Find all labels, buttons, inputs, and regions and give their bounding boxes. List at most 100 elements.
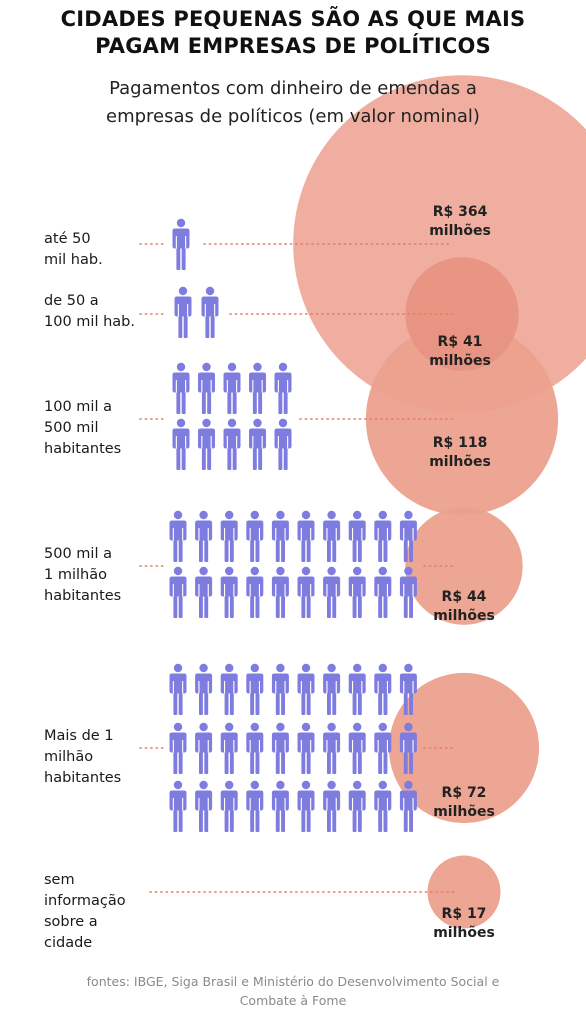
person-icon [220, 780, 238, 832]
person-icon [323, 510, 341, 562]
value-amount: R$ 364 [432, 204, 488, 220]
category-label-line: sem [44, 872, 75, 888]
person-icon [348, 780, 366, 832]
value-unit: milhões [433, 608, 495, 624]
value-amount: R$ 72 [441, 785, 487, 801]
person-icon [198, 418, 215, 470]
category-label-line: informação [44, 893, 126, 909]
category-label-6: sem informação sobre a cidade [44, 870, 154, 954]
person-icon [374, 722, 392, 774]
person-icon [399, 566, 417, 618]
category-label-line: 500 mil [44, 420, 99, 436]
person-icon [374, 510, 392, 562]
person-icon [172, 218, 190, 270]
bubble-6 [427, 855, 501, 929]
category-label-1: até 50 mil hab. [44, 229, 154, 271]
value-label-1: R$ 364 milhões [405, 203, 515, 241]
person-icon [195, 566, 213, 618]
value-label-4: R$ 44 milhões [409, 588, 519, 626]
value-unit: milhões [429, 454, 491, 470]
person-icon [172, 362, 190, 414]
person-icon [249, 418, 266, 470]
category-label-line: habitantes [44, 441, 122, 457]
person-icon [399, 663, 417, 715]
category-label-line: cidade [44, 935, 93, 951]
bubble-5 [388, 672, 540, 824]
value-unit: milhões [429, 223, 491, 239]
person-icon [399, 510, 417, 562]
category-label-line: de 50 a [44, 293, 99, 309]
chart-title-line-1: CIDADES PEQUENAS SÃO AS QUE MAIS [60, 7, 526, 31]
category-label-2: de 50 a 100 mil hab. [44, 291, 154, 333]
person-icon [169, 722, 187, 774]
category-label-5: Mais de 1 milhão habitantes [44, 726, 154, 789]
category-label-line: Mais de 1 [44, 728, 114, 744]
person-icon [374, 566, 392, 618]
person-icon [297, 566, 315, 618]
person-icon [274, 418, 292, 470]
person-icon [223, 418, 241, 470]
value-label-6: R$ 17 milhões [409, 905, 519, 943]
person-icon [271, 780, 289, 832]
person-icon [348, 510, 366, 562]
person-icon [271, 566, 289, 618]
person-icon [172, 418, 190, 470]
category-label-line: mil hab. [44, 252, 103, 268]
source-line: fontes: IBGE, Siga Brasil e Ministério d… [86, 974, 500, 989]
person-icon [249, 362, 266, 414]
value-amount: R$ 17 [441, 906, 487, 922]
chart-title-line-2: PAGAM EMPRESAS DE POLÍTICOS [95, 34, 491, 58]
person-icon [399, 780, 417, 832]
bubble-3 [365, 322, 559, 516]
person-icon [297, 722, 315, 774]
person-icon [169, 566, 187, 618]
value-label-3: R$ 118 milhões [405, 434, 515, 472]
chart-subtitle-line-2: empresas de políticos (em valor nominal) [106, 106, 480, 127]
person-icon [195, 780, 213, 832]
person-icon [246, 722, 264, 774]
category-label-line: 500 mil a [44, 546, 112, 562]
person-icon [348, 722, 366, 774]
category-label-4: 500 mil a 1 milhão habitantes [44, 544, 154, 607]
person-icon [198, 362, 215, 414]
value-unit: milhões [433, 925, 495, 941]
person-icon [323, 566, 341, 618]
person-icon [169, 663, 187, 715]
person-icon [195, 510, 213, 562]
person-icon [174, 286, 192, 338]
person-icon [399, 722, 417, 774]
source-line: Combate à Fome [239, 993, 347, 1008]
value-label-5: R$ 72 milhões [409, 784, 519, 822]
person-icon [220, 722, 238, 774]
person-icon [246, 566, 264, 618]
person-icon [348, 663, 366, 715]
category-label-3: 100 mil a 500 mil habitantes [44, 397, 154, 460]
person-icon [323, 722, 341, 774]
value-amount: R$ 118 [432, 435, 488, 451]
value-unit: milhões [429, 353, 491, 369]
person-icon [374, 663, 392, 715]
person-icon [271, 722, 289, 774]
person-icon [323, 780, 341, 832]
category-label-line: até 50 [44, 231, 91, 247]
person-icon [348, 566, 366, 618]
person-icon [223, 362, 241, 414]
person-icon [246, 663, 264, 715]
value-amount: R$ 41 [437, 334, 483, 350]
category-label-line: 100 mil hab. [44, 314, 135, 330]
person-icon [220, 663, 238, 715]
person-icon [374, 780, 392, 832]
source-note: fontes: IBGE, Siga Brasil e Ministério d… [40, 972, 546, 1010]
person-icon [246, 510, 264, 562]
person-icon [297, 510, 315, 562]
person-icon [271, 663, 289, 715]
person-icon [246, 780, 264, 832]
category-label-line: 100 mil a [44, 399, 112, 415]
person-icon [323, 663, 341, 715]
person-icon [169, 780, 187, 832]
person-icon [195, 722, 213, 774]
person-icon [220, 510, 238, 562]
person-icon [220, 566, 238, 618]
value-amount: R$ 44 [441, 589, 487, 605]
